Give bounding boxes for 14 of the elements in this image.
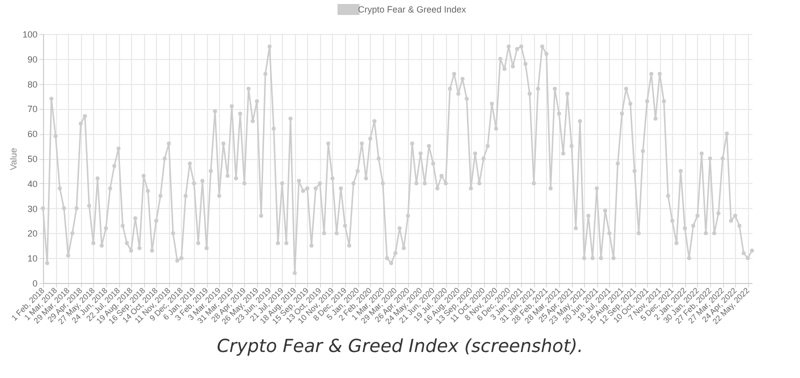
y-tick-label: 10 [27, 254, 38, 264]
y-tick-label: 20 [27, 228, 38, 239]
y-tick-label: 60 [27, 129, 38, 140]
y-tick-label: 0 [32, 278, 38, 288]
y-axis-title: Value [8, 148, 18, 170]
text: Crypto Fear & Greed Index (screenshot). [216, 336, 584, 357]
y-tick-label: 70 [27, 104, 38, 114]
y-tick-label: 100 [22, 30, 38, 40]
y-tick-label: 90 [27, 54, 38, 64]
y-tick-label: 50 [27, 154, 38, 164]
y-tick-label: 30 [27, 204, 38, 214]
y-tick-label: 80 [27, 79, 38, 90]
legend-label: Crypto Fear & Greed Index [358, 4, 467, 14]
y-tick-label: 40 [27, 178, 38, 189]
